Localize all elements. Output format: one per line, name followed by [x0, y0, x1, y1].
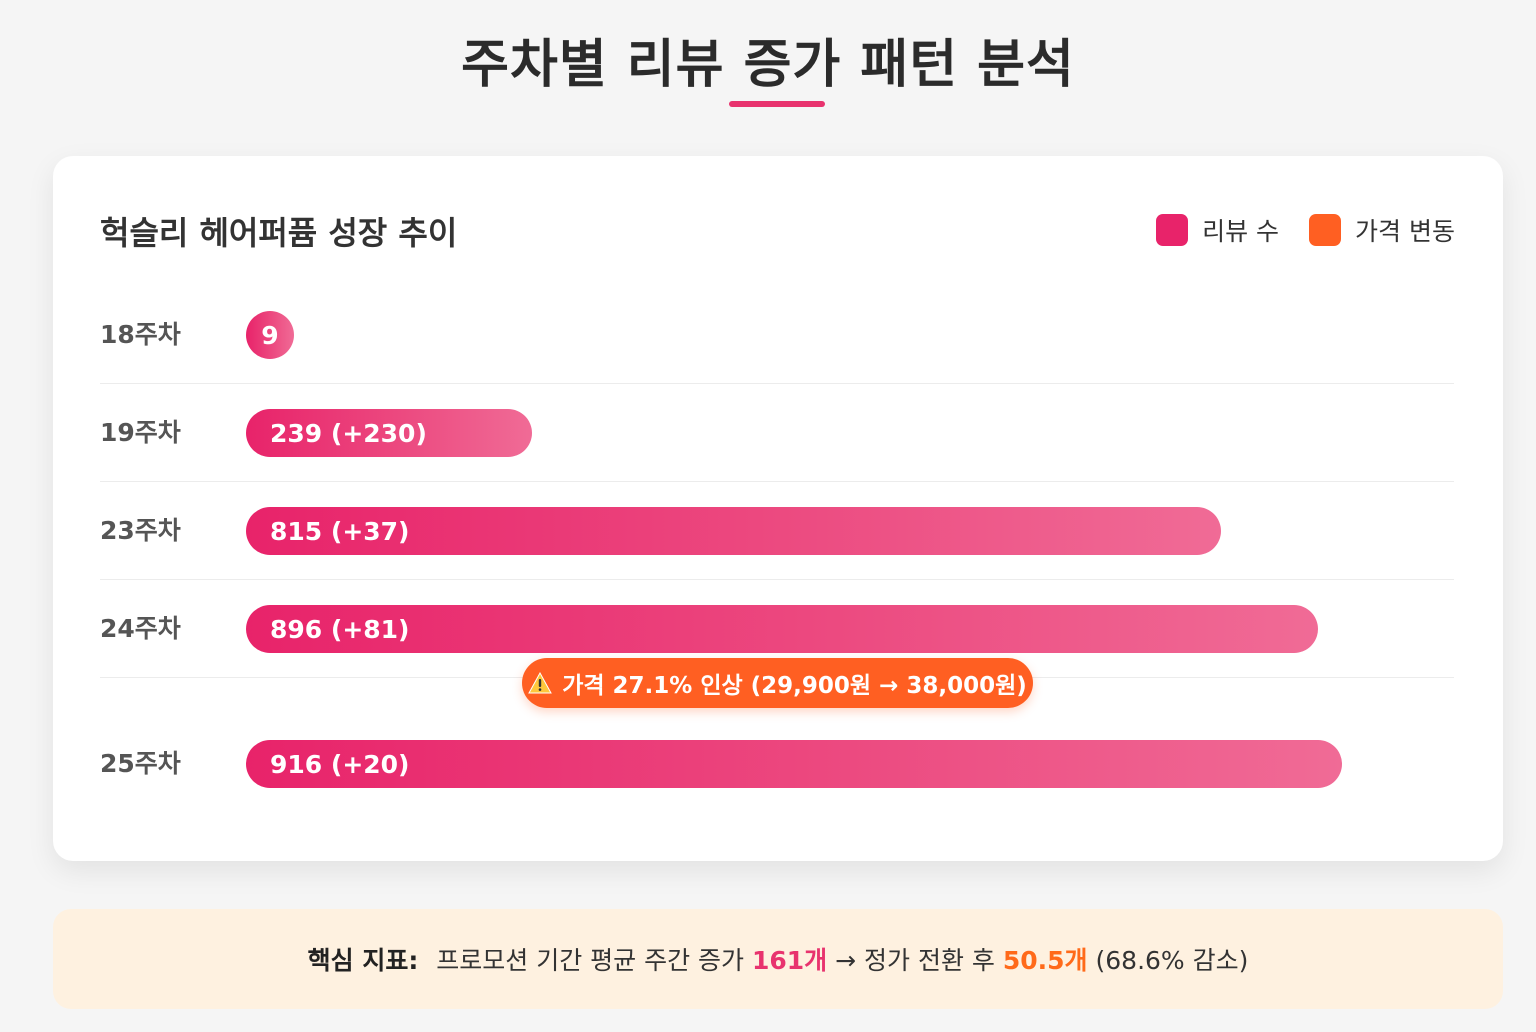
bar-value-label: 916 (+20) [270, 749, 410, 779]
review-bar: 916 (+20) [246, 740, 1342, 788]
chart-row: 18주차 9 [100, 311, 1454, 359]
price-change-text: 가격 27.1% 인상 (29,900원 → 38,000원) [562, 673, 1027, 699]
chart-row: 19주차 239 (+230) [100, 409, 1454, 457]
warning-icon [528, 672, 553, 694]
legend-item-price: 가격 변동 [1309, 212, 1455, 248]
row-divider [100, 383, 1454, 384]
chart-legend: 리뷰 수 가격 변동 [1156, 212, 1455, 248]
chart-row: 24주차 896 (+81) [100, 605, 1454, 653]
row-label: 24주차 [100, 614, 181, 643]
metric-regular-value: 50.5개 [1002, 946, 1088, 975]
bar-value-label: 896 (+81) [270, 614, 410, 644]
title-underline [729, 101, 825, 107]
key-metric-box: 핵심 지표: 프로모션 기간 평균 주간 증가 161개 → 정가 전환 후 5… [53, 909, 1503, 1009]
chart-card: 헉슬리 헤어퍼퓸 성장 추이 리뷰 수 가격 변동 18주차 9 19주차 239 (… [53, 156, 1503, 861]
metric-text-3: (68.6% 감소) [1087, 946, 1249, 975]
review-bar: 896 (+81) [246, 605, 1318, 653]
legend-swatch-price [1309, 214, 1342, 246]
review-bar: 9 [246, 311, 294, 359]
row-divider [100, 481, 1454, 482]
chart-title: 헉슬리 헤어퍼퓸 성장 추이 [100, 214, 458, 252]
review-bar: 239 (+230) [246, 409, 532, 457]
legend-item-reviews: 리뷰 수 [1156, 212, 1279, 248]
metric-label: 핵심 지표: [307, 946, 419, 975]
review-bar: 815 (+37) [246, 507, 1221, 555]
chart-row: 23주차 815 (+37) [100, 507, 1454, 555]
legend-swatch-reviews [1156, 214, 1189, 246]
legend-label-price: 가격 변동 [1355, 217, 1455, 246]
metric-promo-value: 161개 [752, 946, 828, 975]
bar-value-label: 9 [261, 320, 279, 350]
price-change-badge: 가격 27.1% 인상 (29,900원 → 38,000원) [522, 658, 1033, 708]
row-label: 18주차 [100, 320, 181, 349]
metric-text-1: 프로모션 기간 평균 주간 증가 [428, 946, 752, 975]
row-divider [100, 579, 1454, 580]
row-label: 23주차 [100, 516, 181, 545]
page-title: 주차별 리뷰 증가 패턴 분석 [461, 35, 1075, 95]
legend-label-reviews: 리뷰 수 [1202, 217, 1280, 246]
chart-row: 25주차 916 (+20) [100, 740, 1454, 788]
metric-text-2: → 정가 전환 후 [827, 946, 1003, 975]
bar-value-label: 239 (+230) [270, 418, 427, 448]
row-label: 25주차 [100, 749, 181, 778]
row-label: 19주차 [100, 418, 181, 447]
bar-value-label: 815 (+37) [270, 516, 410, 546]
